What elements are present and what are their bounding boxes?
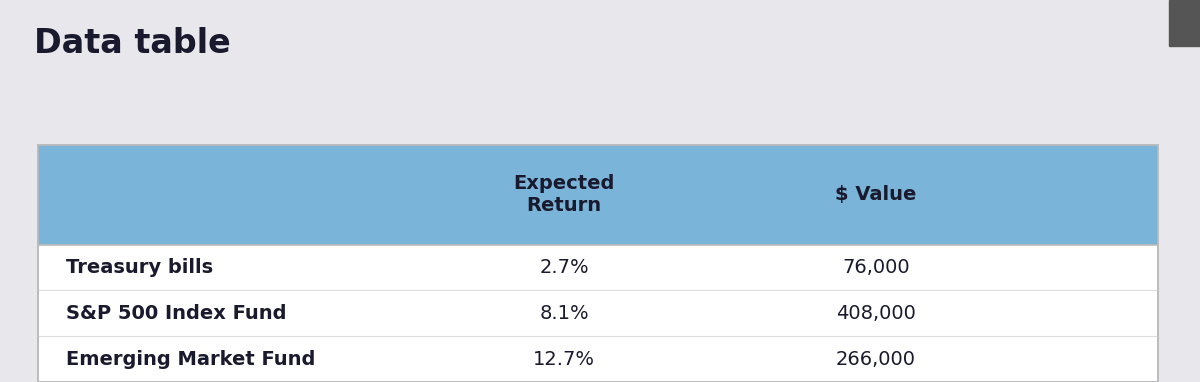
Text: $ Value: $ Value <box>835 185 917 204</box>
Text: Data table: Data table <box>34 27 230 60</box>
Text: 2.7%: 2.7% <box>539 258 589 277</box>
FancyBboxPatch shape <box>38 145 1158 382</box>
Text: Expected
Return: Expected Return <box>514 175 614 215</box>
Text: S&P 500 Index Fund: S&P 500 Index Fund <box>66 304 287 323</box>
Bar <box>1169 0 1200 46</box>
Text: 76,000: 76,000 <box>842 258 910 277</box>
Text: Treasury bills: Treasury bills <box>66 258 214 277</box>
Text: 266,000: 266,000 <box>836 350 916 369</box>
Text: 8.1%: 8.1% <box>539 304 589 323</box>
Text: 408,000: 408,000 <box>836 304 916 323</box>
Text: 12.7%: 12.7% <box>533 350 595 369</box>
Text: Emerging Market Fund: Emerging Market Fund <box>66 350 316 369</box>
FancyBboxPatch shape <box>38 145 1158 244</box>
